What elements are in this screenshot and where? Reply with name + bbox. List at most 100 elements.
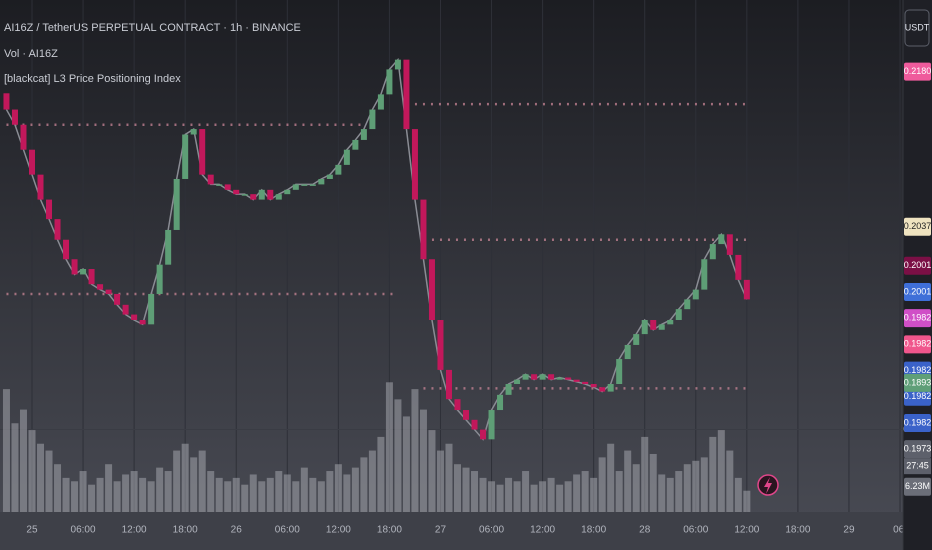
volume-bar (19, 409, 27, 512)
candle (445, 369, 452, 400)
volume-bar (394, 399, 402, 512)
volume-bar (411, 389, 419, 512)
candle (718, 234, 725, 245)
x-tick-label: 12:00 (530, 525, 555, 536)
candle (726, 234, 733, 255)
price-badge-label: 0.2037 (904, 221, 932, 231)
candle (650, 320, 657, 330)
candle (148, 293, 155, 325)
price-badge-label: 0.1982 (904, 313, 932, 323)
candle (318, 178, 325, 185)
price-badge-label: 6.23M (905, 481, 930, 491)
volume-bar (377, 436, 385, 512)
volume-bar (54, 464, 62, 512)
candle (352, 139, 359, 150)
price-badge-label: 0.2180 (904, 66, 932, 76)
candle (539, 374, 546, 380)
candle (735, 254, 742, 280)
volume-bar (692, 460, 700, 512)
candle (403, 59, 410, 130)
volume-bar (71, 481, 79, 512)
price-badge (904, 335, 931, 354)
candle (343, 149, 350, 165)
candle (250, 194, 257, 200)
volume-bar (37, 443, 45, 512)
volume-bar (164, 471, 172, 512)
volume-bar (88, 484, 96, 512)
volume-bar (190, 457, 198, 512)
volume-bar (181, 443, 189, 512)
volume-bar (224, 481, 232, 512)
volume-bar (419, 409, 427, 512)
volume-bar (147, 481, 155, 512)
candle (667, 320, 674, 325)
candle (37, 174, 44, 200)
x-tick-label: 12:00 (734, 525, 759, 536)
candle (207, 174, 214, 185)
candle (11, 109, 18, 125)
candle (284, 189, 291, 195)
volume-bar (539, 481, 547, 512)
volume-bar (513, 481, 521, 512)
volume-bar (300, 467, 308, 512)
price-badge (904, 282, 931, 301)
candle (139, 320, 146, 325)
volume-bar (79, 471, 87, 512)
candle (675, 309, 682, 320)
candle (241, 194, 248, 196)
volume-bar (402, 416, 410, 512)
volume-bar (215, 477, 223, 512)
volume-bar (522, 471, 530, 512)
candle (565, 377, 572, 380)
volume-bar (436, 450, 444, 512)
candle (292, 184, 299, 190)
candle (488, 410, 495, 440)
candle (122, 304, 129, 315)
price-badge (904, 387, 931, 406)
price-badge-label: 0.1893 (904, 377, 932, 387)
price-badge-label: 0.1982 (904, 417, 932, 427)
volume-bar (360, 457, 368, 512)
volume-bar (292, 481, 300, 512)
candle (437, 320, 444, 370)
candle (190, 129, 197, 135)
candle (114, 293, 121, 305)
candle (233, 189, 240, 195)
volume-bar (607, 443, 615, 512)
price-badge-label: 0.2001 (904, 286, 932, 296)
volume-bar (122, 474, 130, 512)
x-tick-label: 18:00 (377, 525, 402, 536)
volume-bar (2, 389, 10, 512)
volume-bar (11, 423, 19, 512)
volume-bar (258, 481, 266, 512)
candle (63, 239, 70, 260)
volume-bar (624, 450, 632, 512)
volume-bar (683, 464, 691, 512)
candle (624, 344, 631, 360)
candle (258, 189, 265, 200)
candle (131, 314, 138, 320)
price-line (5, 57, 748, 441)
candle (505, 384, 512, 395)
x-tick-label: 18:00 (785, 525, 810, 536)
currency-button[interactable] (904, 9, 930, 47)
candle (394, 59, 401, 70)
candle (156, 264, 163, 294)
volume-bar (488, 481, 496, 512)
candle (46, 199, 53, 220)
volume-bar (590, 477, 598, 512)
candle (182, 134, 189, 179)
volume-bar (428, 430, 436, 512)
volume-bar (445, 443, 453, 512)
price-badge (904, 477, 931, 496)
x-tick-label: 06:00 (275, 525, 300, 536)
candle (97, 284, 104, 290)
alert-bolt (764, 477, 772, 494)
candle (335, 164, 342, 175)
candle (633, 334, 640, 345)
currency-label[interactable]: USDT (905, 22, 930, 32)
x-tick-label: 29 (843, 525, 855, 536)
candle (463, 410, 470, 420)
